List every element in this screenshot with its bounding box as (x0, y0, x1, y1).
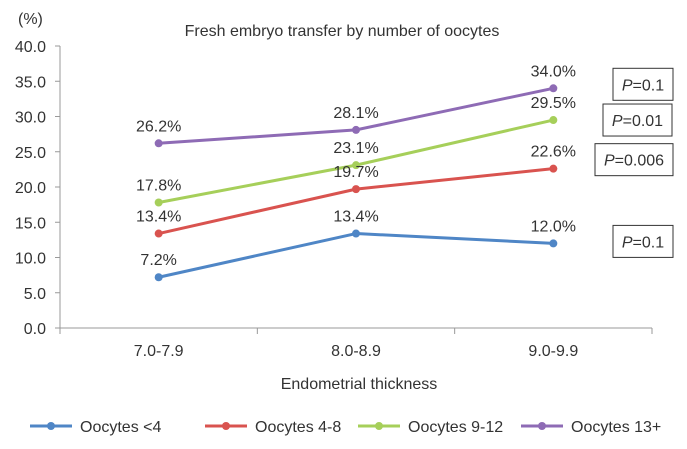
p-value-symbol: P (604, 153, 615, 170)
data-label: 34.0% (531, 63, 576, 80)
data-label: 13.4% (333, 209, 378, 226)
data-label: 19.7% (333, 164, 378, 181)
p-value-number: =0.1 (633, 234, 665, 251)
data-label: 7.2% (140, 252, 176, 269)
data-label: 13.4% (136, 209, 181, 226)
y-tick-label: 5.0 (24, 286, 46, 303)
p-value-box: P=0.006 (594, 143, 674, 177)
p-value-box-border (612, 224, 674, 258)
y-tick-label: 40.0 (15, 39, 46, 56)
data-point (154, 229, 163, 238)
p-value-box-border (612, 67, 674, 101)
data-label: 28.1% (333, 105, 378, 122)
legend-swatch-marker (375, 422, 383, 430)
legend-item: Oocytes 13+ (521, 419, 661, 436)
data-point (154, 198, 163, 207)
legend-item: Oocytes <4 (30, 419, 161, 436)
y-tick-label: 0.0 (24, 321, 46, 338)
x-tick-label: 7.0-7.9 (134, 343, 184, 360)
data-point (549, 116, 558, 125)
y-tick-label: 15.0 (15, 215, 46, 232)
y-unit-label: (%) (18, 11, 43, 28)
data-label: 26.2% (136, 118, 181, 135)
y-tick-label: 35.0 (15, 74, 46, 91)
data-point (549, 84, 558, 93)
series-line (158, 232, 554, 279)
p-value-text: P=0.1 (622, 77, 664, 94)
p-value-box-border (602, 103, 673, 137)
legend-swatch-marker (538, 422, 546, 430)
data-point (549, 164, 558, 173)
p-value-box: P=0.1 (612, 224, 674, 258)
p-value-text: P=0.01 (612, 113, 663, 130)
legend-label: Oocytes 4-8 (255, 419, 341, 436)
data-point (154, 273, 163, 282)
data-label: 23.1% (333, 140, 378, 157)
legend-swatch-marker (222, 422, 230, 430)
p-value-box-border (594, 143, 674, 177)
data-point (352, 161, 360, 170)
data-point (352, 229, 360, 238)
data-label: 17.8% (136, 178, 181, 195)
p-value-number: =0.006 (615, 153, 664, 170)
legend-item: Oocytes 9-12 (358, 419, 503, 436)
p-value-symbol: P (612, 113, 623, 130)
x-tick-label: 9.0-9.9 (528, 343, 578, 360)
legend-item: Oocytes 4-8 (205, 419, 341, 436)
data-point (352, 125, 360, 134)
y-tick-label: 10.0 (15, 251, 46, 268)
data-label: 12.0% (531, 218, 576, 235)
x-axis-title: Endometrial thickness (281, 376, 438, 393)
p-value-text: P=0.006 (604, 153, 664, 170)
legend-swatch-marker (47, 422, 55, 430)
data-point (154, 139, 163, 148)
y-tick-label: 30.0 (15, 110, 46, 127)
p-value-number: =0.1 (633, 77, 665, 94)
legend-label: Oocytes 9-12 (408, 419, 503, 436)
p-value-symbol: P (622, 77, 633, 94)
legend-label: Oocytes <4 (80, 419, 161, 436)
p-value-text: P=0.1 (622, 234, 664, 251)
p-value-box: P=0.01 (602, 103, 673, 137)
p-value-symbol: P (622, 234, 633, 251)
data-label: 29.5% (531, 95, 576, 112)
chart-title: Fresh embryo transfer by number of oocyt… (185, 23, 500, 40)
p-value-box: P=0.1 (612, 67, 674, 101)
data-point (549, 239, 558, 248)
data-label: 22.6% (531, 144, 576, 161)
x-tick-label: 8.0-8.9 (331, 343, 381, 360)
p-value-number: =0.01 (623, 113, 664, 130)
legend-label: Oocytes 13+ (571, 419, 661, 436)
y-tick-label: 20.0 (15, 180, 46, 197)
data-point (352, 185, 360, 194)
y-tick-label: 25.0 (15, 145, 46, 162)
